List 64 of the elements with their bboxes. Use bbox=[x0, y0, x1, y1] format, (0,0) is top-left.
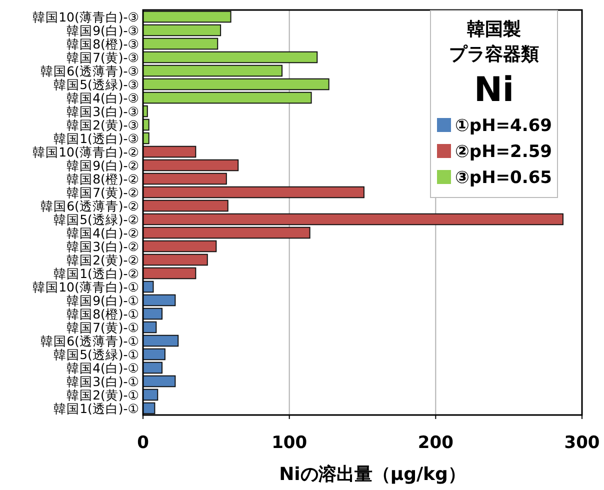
y-tick-label: 韓国3(白)-② bbox=[66, 238, 139, 254]
bar bbox=[142, 294, 176, 306]
y-tick-label: 韓国8(橙)-② bbox=[66, 171, 139, 186]
y-tick-label: 韓国2(黄)-① bbox=[66, 387, 139, 402]
bar bbox=[142, 10, 232, 23]
legend-label: ①pH=4.69 bbox=[454, 115, 553, 138]
legend-label: ③pH=0.65 bbox=[454, 167, 553, 190]
y-tick-label: 韓国8(橙)-① bbox=[66, 306, 139, 322]
bar bbox=[142, 159, 239, 172]
text: プラ容器類 bbox=[448, 43, 540, 67]
y-tick-label: 韓国4(白)-③ bbox=[66, 90, 139, 106]
y-tick-label: 韓国2(黄)-② bbox=[66, 252, 139, 268]
y-tick-label: 韓国9(白)-③ bbox=[66, 22, 139, 38]
y-tick-label: 韓国4(白)-① bbox=[66, 360, 139, 376]
bar bbox=[142, 375, 176, 388]
y-tick-label: 韓国1(透白)-① bbox=[54, 400, 139, 416]
y-tick-label: 韓国6(透薄青)-③ bbox=[40, 63, 139, 78]
x-tick-label: 100 bbox=[272, 433, 308, 453]
bar bbox=[142, 172, 227, 185]
y-tick-label: 韓国10(薄青白)-② bbox=[32, 144, 139, 160]
bar bbox=[142, 78, 330, 90]
x-tick-label: 300 bbox=[564, 433, 600, 453]
y-tick-label: 韓国5(透緑)-② bbox=[54, 212, 139, 227]
x-tick-label: 0 bbox=[137, 433, 150, 453]
bar bbox=[142, 186, 364, 198]
bar bbox=[142, 348, 166, 360]
y-tick-label: 韓国1(透白)-② bbox=[54, 266, 139, 281]
y-tick-label: 韓国10(薄青白)-① bbox=[32, 279, 139, 294]
bar bbox=[142, 64, 283, 77]
y-tick-label: 韓国5(透緑)-① bbox=[54, 346, 139, 362]
y-tick-label: 韓国9(白)-② bbox=[66, 158, 139, 173]
bar bbox=[142, 51, 318, 64]
y-tick-label: 韓国3(白)-③ bbox=[66, 104, 139, 119]
annotation: Ni bbox=[472, 69, 516, 112]
y-tick-label: 韓国9(白)-① bbox=[66, 292, 139, 308]
y-tick-label: 韓国7(黄)-② bbox=[66, 184, 139, 200]
bar bbox=[142, 92, 312, 104]
y-tick-label: 韓国8(橙)-③ bbox=[66, 36, 139, 52]
y-tick-label: 韓国4(白)-② bbox=[66, 225, 139, 240]
y-tick-label: 韓国2(黄)-③ bbox=[66, 117, 139, 132]
legend-label: ②pH=2.59 bbox=[454, 141, 553, 164]
bar bbox=[142, 226, 310, 239]
y-tick-label: 韓国6(透薄青)-① bbox=[40, 333, 139, 348]
text: 韓国製 bbox=[466, 18, 522, 42]
bar bbox=[142, 240, 217, 252]
bar bbox=[142, 146, 196, 158]
y-tick-label: 韓国1(透白)-③ bbox=[54, 130, 139, 146]
y-tick-label: 韓国7(黄)-① bbox=[66, 320, 139, 335]
bar bbox=[142, 24, 222, 36]
bar bbox=[142, 308, 163, 320]
y-tick-label: 韓国10(薄青白)-③ bbox=[32, 9, 139, 24]
bar bbox=[142, 334, 179, 347]
y-tick-label: 韓国3(白)-① bbox=[66, 374, 139, 389]
y-tick-label: 韓国7(黄)-③ bbox=[66, 50, 139, 65]
bar bbox=[142, 38, 218, 50]
bar bbox=[142, 213, 564, 226]
y-tick-label: 韓国5(透緑)-③ bbox=[54, 76, 139, 92]
x-tick-label: 200 bbox=[418, 433, 454, 453]
y-tick-label: 韓国6(透薄青)-② bbox=[40, 198, 139, 214]
bar bbox=[142, 200, 228, 212]
x-axis-title: Niの溶出量（μg/kg） bbox=[279, 464, 466, 485]
bar bbox=[142, 362, 163, 374]
bar bbox=[142, 267, 196, 280]
bar bbox=[142, 254, 208, 266]
